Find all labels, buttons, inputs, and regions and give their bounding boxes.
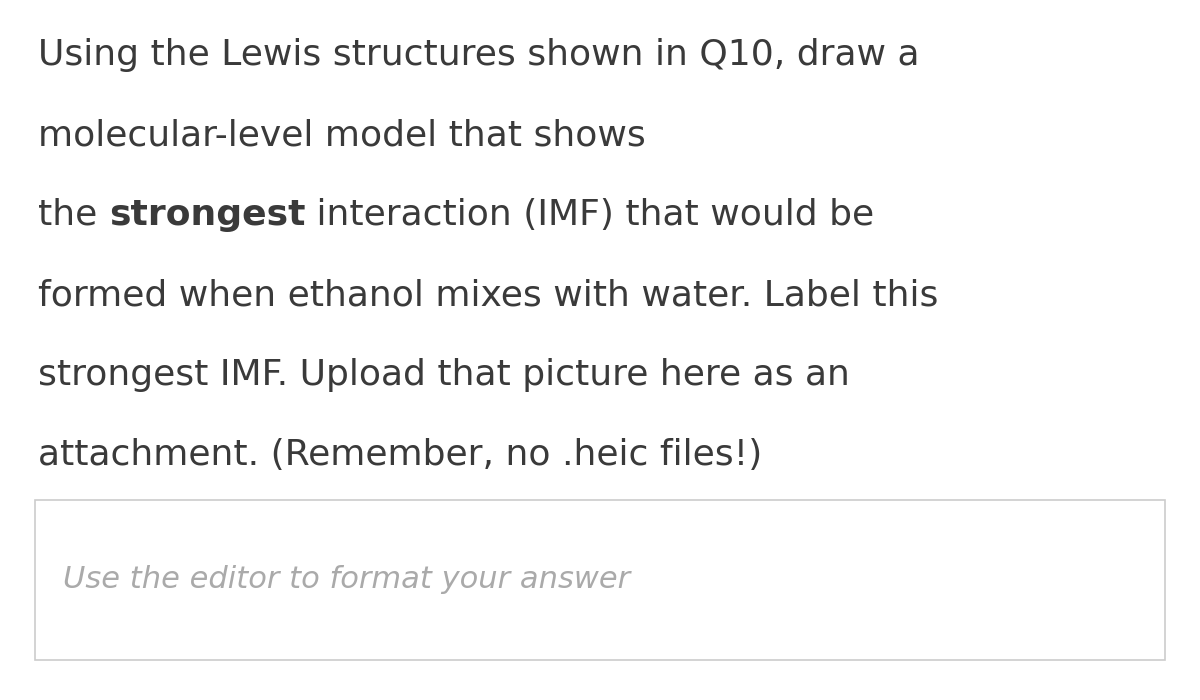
Text: attachment. (Remember, no .heic files!): attachment. (Remember, no .heic files!): [38, 438, 762, 472]
Text: formed when ethanol mixes with water. Label this: formed when ethanol mixes with water. La…: [38, 278, 938, 312]
Text: strongest IMF. Upload that picture here as an: strongest IMF. Upload that picture here …: [38, 358, 850, 392]
Text: molecular-level model that shows: molecular-level model that shows: [38, 118, 646, 152]
Text: strongest: strongest: [109, 198, 305, 232]
Text: interaction (IMF) that would be: interaction (IMF) that would be: [305, 198, 875, 232]
Text: the: the: [38, 198, 109, 232]
Text: Using the Lewis structures shown in Q10, draw a: Using the Lewis structures shown in Q10,…: [38, 38, 919, 72]
Text: Use the editor to format your answer: Use the editor to format your answer: [64, 566, 630, 594]
